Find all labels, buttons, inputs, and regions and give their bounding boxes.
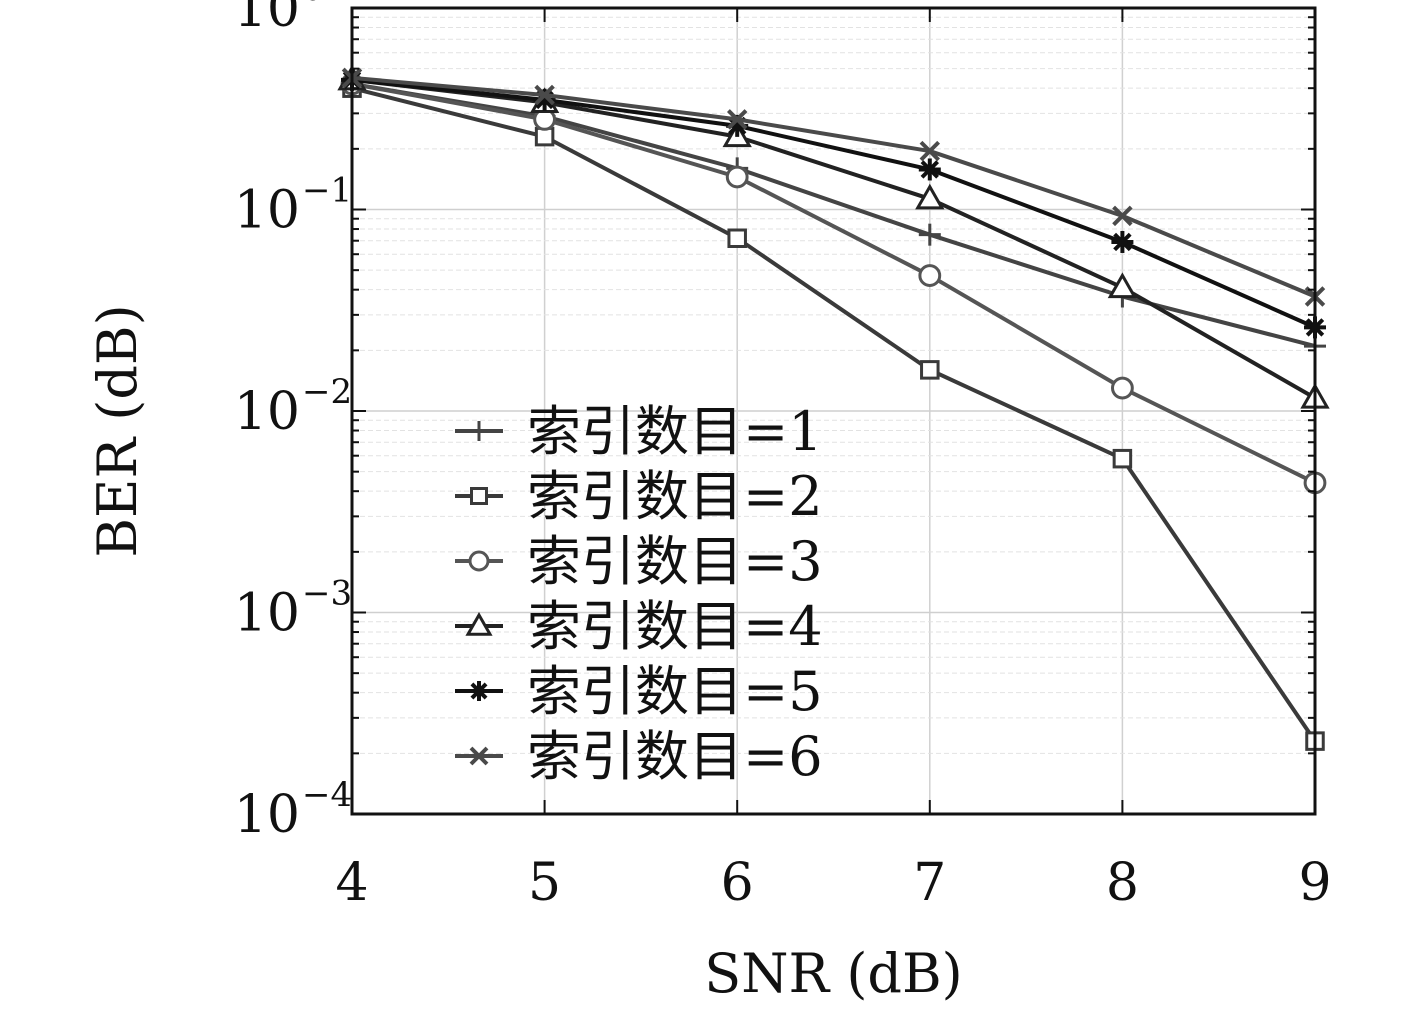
marker-x	[469, 746, 489, 766]
y-tick-exponent: −1	[302, 171, 352, 211]
marker-circle	[725, 165, 749, 189]
marker-asterisk	[469, 681, 489, 701]
marker-triangle	[915, 183, 945, 210]
legend-entry-1: 索引数目=1	[455, 400, 823, 463]
marker-square	[727, 228, 747, 248]
series-line	[351, 75, 1316, 299]
legend-label: 索引数目=2	[527, 465, 823, 528]
x-tick-label: 9	[1298, 853, 1331, 913]
marker-triangle	[465, 611, 493, 636]
y-tick-exponent: 0	[302, 0, 324, 9]
axis-ticks	[351, 8, 1316, 815]
legend-label: 索引数目=1	[527, 400, 823, 463]
marker-asterisk	[533, 88, 556, 111]
y-tick-exponent: −3	[302, 574, 352, 614]
x-tick-label: 5	[528, 853, 561, 913]
legend-label: 索引数目=3	[527, 530, 823, 593]
marker-square	[1112, 448, 1133, 469]
x-tick-label: 6	[721, 853, 754, 913]
y-axis-label: BER (dB)	[86, 304, 149, 557]
y-tick-label: 10	[234, 0, 300, 39]
marker-x	[534, 84, 555, 106]
marker-circle	[468, 550, 490, 572]
y-tick-label: 10	[234, 785, 300, 845]
marker-circle	[1111, 376, 1134, 400]
marker-triangle	[1107, 272, 1138, 299]
x-tick-label: 4	[335, 853, 368, 913]
y-tick-exponent: −2	[302, 372, 352, 412]
marker-square	[470, 487, 488, 505]
series-line	[351, 77, 1316, 330]
legend-entry-3: 索引数目=3	[455, 530, 823, 593]
y-tick-label: 10	[234, 584, 300, 644]
marker-square	[920, 360, 940, 380]
marker-circle	[918, 264, 942, 287]
tick-labels: 45678910010−110−210−310−4	[234, 0, 1332, 913]
marker-plus	[469, 421, 489, 441]
y-tick-label: 10	[234, 382, 300, 442]
series-layer	[337, 64, 1330, 751]
x-tick-label: 7	[913, 853, 946, 913]
marker-x	[919, 140, 941, 162]
series-line	[351, 86, 1317, 743]
series-line	[351, 77, 1316, 400]
legend-label: 索引数目=4	[527, 595, 823, 658]
legend-label: 索引数目=5	[527, 660, 823, 723]
legend-entry-6: 索引数目=6	[455, 725, 823, 788]
legend-entry-4: 索引数目=4	[455, 595, 823, 658]
y-tick-exponent: −4	[302, 775, 352, 815]
legend-entry-5: 索引数目=5	[455, 660, 823, 723]
series-line	[351, 81, 1316, 485]
marker-plus	[918, 223, 941, 246]
marker-asterisk	[918, 158, 941, 181]
marker-x	[726, 109, 748, 130]
marker-asterisk	[1111, 230, 1134, 253]
y-tick-label: 10	[234, 181, 300, 241]
marker-x	[1112, 205, 1133, 227]
legend-label: 索引数目=6	[527, 725, 823, 788]
legend-entry-2: 索引数目=2	[455, 465, 823, 528]
marker-square	[534, 126, 555, 147]
x-axis-label: SNR (dB)	[704, 942, 962, 1005]
x-tick-label: 8	[1106, 853, 1139, 913]
